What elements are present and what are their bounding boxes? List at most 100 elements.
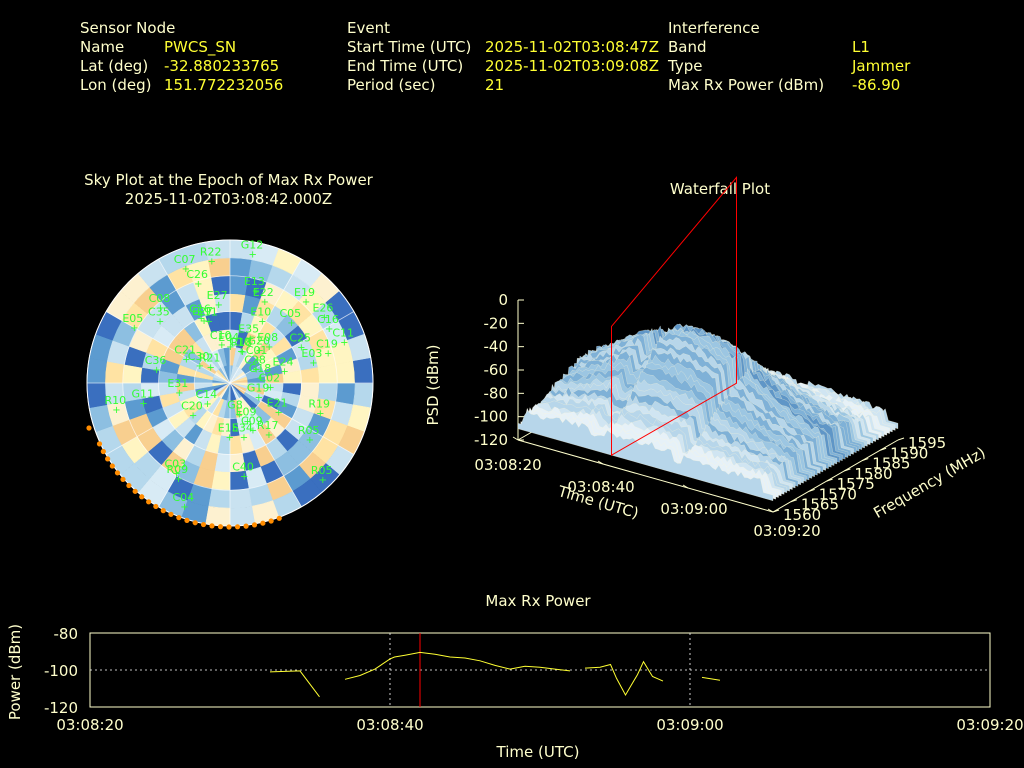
frequency-tick-label: 1565	[801, 496, 839, 514]
satellite-label: G11	[131, 388, 154, 401]
azimuth-spoke	[158, 382, 231, 508]
frequency-tick	[897, 437, 905, 441]
y-tick-label: -80	[54, 625, 79, 643]
satellite-label: C16	[189, 303, 211, 316]
satellite-label: E24	[273, 356, 294, 369]
horizon-mark	[132, 488, 138, 494]
satellite-label: C30	[188, 350, 210, 363]
lat-label: Lat (deg)	[80, 57, 149, 75]
satellite-marker: +	[243, 417, 251, 428]
satellite-marker: +	[189, 411, 197, 422]
lon-value: 151.772232056	[164, 76, 284, 94]
satellite-label: C08	[149, 292, 171, 305]
satellite-label: E15	[218, 422, 239, 435]
satellite-label: C04	[172, 491, 194, 504]
satellite-label: C09	[241, 415, 263, 428]
time-tick-label: 03:08:20	[474, 456, 541, 474]
satellite-label: C21	[174, 344, 196, 357]
satellite-marker: +	[172, 469, 180, 480]
satellite-marker: +	[174, 474, 182, 485]
satellite-marker: +	[258, 316, 266, 327]
satellite-marker: +	[238, 347, 246, 358]
horizon-mark	[126, 482, 132, 489]
power-line	[701, 676, 721, 681]
horizon-mark	[120, 476, 126, 482]
time-tick	[512, 436, 519, 441]
satellite-marker: +	[325, 324, 333, 335]
sky-plot-title: Sky Plot at the Epoch of Max Rx Power	[84, 171, 373, 189]
max-rx-title: Max Rx Power	[485, 592, 591, 610]
waterfall-slice	[517, 410, 774, 502]
satellite-marker: +	[274, 408, 282, 419]
satellite-label: C14	[196, 388, 218, 401]
frequency-tick	[862, 458, 869, 462]
horizon-mark	[200, 521, 207, 528]
start-time-value: 2025-11-02T03:08:47Z	[485, 38, 659, 56]
satellite-label: G12	[241, 239, 264, 252]
satellite-marker: +	[246, 334, 254, 345]
horizon-mark	[251, 522, 258, 528]
max-rx-label: Max Rx Power (dBm)	[668, 76, 825, 94]
satellite-label: E31	[167, 377, 188, 390]
x-tick-label: 03:08:40	[356, 716, 423, 734]
satellite-label: C25	[289, 331, 311, 344]
satellite-label: G19	[247, 381, 270, 394]
satellite-label: C10	[229, 335, 251, 348]
satellite-label: C28	[244, 353, 266, 366]
horizon-mark	[260, 520, 266, 526]
horizon-mark	[153, 503, 159, 510]
sensor-name-value: PWCS_SN	[164, 38, 237, 56]
satellite-label: R21	[199, 351, 221, 364]
psd-axis-title: PSD (dBm)	[424, 344, 442, 425]
azimuth-spoke	[105, 311, 231, 384]
satellite-marker: +	[319, 475, 327, 486]
band-label: Band	[668, 38, 707, 56]
satellite-marker: +	[340, 337, 348, 348]
satellite-label: R05	[298, 424, 320, 437]
satellite-label: R09	[166, 463, 188, 476]
satellite-label: E22	[253, 286, 274, 299]
horizon-mark	[146, 499, 152, 505]
sky-cell	[229, 488, 253, 509]
satellite-label: C40	[232, 460, 254, 473]
satellite-label: E03	[301, 347, 322, 360]
satellite-marker: +	[196, 361, 204, 372]
satellite-label: R18	[231, 336, 253, 349]
sky-cell	[317, 364, 338, 384]
satellite-marker: +	[280, 367, 288, 378]
satellite-marker: +	[208, 256, 216, 267]
satellite-label: G20	[248, 334, 271, 347]
max-rx-power-plot: -80 -100 -120 Power (dBm) 03:08:20 03:08:40 03…	[6, 624, 1024, 761]
frequency-tick	[879, 447, 887, 451]
satellite-label: G8	[227, 399, 243, 412]
waterfall-title: Waterfall Plot	[669, 180, 771, 198]
satellite-label: C10	[210, 329, 232, 342]
max-rx-value: -86.90	[852, 76, 901, 94]
y-tick-label: -100	[44, 662, 78, 680]
frequency-tick	[772, 509, 780, 513]
horizon-mark	[276, 515, 282, 521]
band-value: L1	[852, 38, 870, 56]
satellite-marker: +	[112, 405, 120, 416]
period-value: 21	[485, 76, 505, 94]
satellite-label: C35	[148, 305, 170, 318]
frequency-tick	[790, 499, 798, 503]
epoch-marker-plane	[611, 176, 737, 457]
satellite-label: E26	[312, 301, 333, 314]
time-tick-label: 03:09:00	[660, 500, 727, 518]
x-tick-label: 03:09:00	[656, 716, 723, 734]
satellite-marker: +	[249, 250, 257, 261]
sky-cell	[104, 360, 125, 384]
frequency-tick	[844, 468, 851, 472]
power-line	[344, 651, 571, 680]
sky-plot-subtitle: 2025-11-02T03:08:42.000Z	[124, 190, 333, 208]
interference-heading: Interference	[668, 19, 760, 37]
satellite-label: E11	[197, 305, 218, 318]
satellite-marker: +	[226, 342, 234, 353]
azimuth-spoke	[158, 258, 231, 384]
y-tick-label: -120	[44, 699, 78, 717]
x-tick-label: 03:08:20	[56, 716, 123, 734]
satellite-label: E27	[192, 305, 213, 318]
time-tick	[767, 508, 774, 513]
satellite-marker: +	[130, 323, 138, 334]
